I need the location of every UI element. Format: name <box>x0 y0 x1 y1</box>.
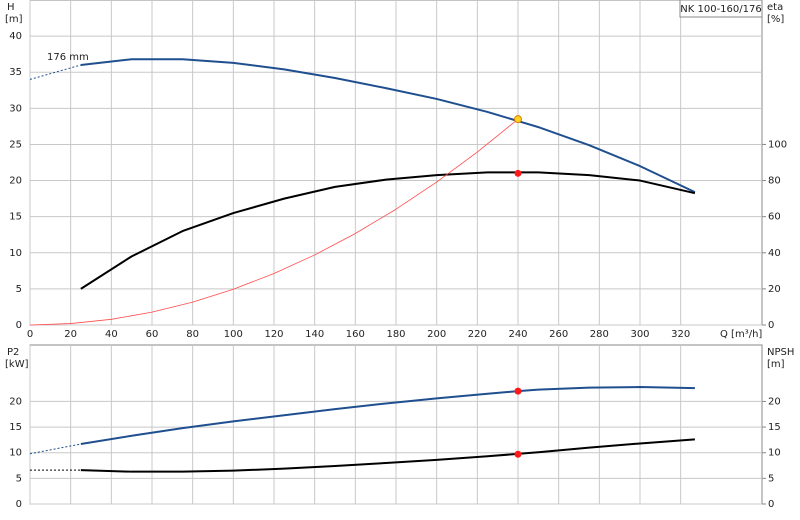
y2-tick-label: 40 <box>768 248 781 259</box>
duty-point <box>514 387 522 395</box>
y-tick-label: 35 <box>9 67 22 78</box>
duty-point <box>514 169 522 177</box>
y2-axis-label: eta <box>767 2 783 13</box>
x-axis-label: Q [m³/h] <box>720 329 762 340</box>
y2-tick-label: 5 <box>768 473 774 484</box>
y-tick-label: 0 <box>16 499 22 510</box>
y-tick-label: 15 <box>9 422 22 433</box>
x-tick-label: 320 <box>671 329 690 340</box>
x-tick-label: 60 <box>146 329 159 340</box>
y-axis-unit: [m] <box>5 14 23 25</box>
y2-axis-unit: [m] <box>767 359 785 370</box>
y-tick-label: 40 <box>9 31 22 42</box>
y2-axis-unit: [%] <box>767 14 784 25</box>
curve <box>80 58 696 194</box>
x-tick-label: 120 <box>264 329 283 340</box>
y-tick-label: 10 <box>9 448 22 459</box>
x-tick-label: 0 <box>27 329 33 340</box>
y2-tick-label: 0 <box>768 499 774 510</box>
y-tick-label: 10 <box>9 248 22 259</box>
curve <box>29 64 81 80</box>
x-tick-label: 100 <box>224 329 243 340</box>
y2-axis-label: NPSH <box>767 347 794 358</box>
duty-point <box>514 115 522 124</box>
title-box <box>679 0 763 18</box>
x-tick-label: 80 <box>186 329 199 340</box>
duty-point <box>514 450 522 458</box>
y-tick-label: 25 <box>9 139 22 150</box>
x-tick-label: 300 <box>630 329 649 340</box>
x-tick-label: 200 <box>427 329 446 340</box>
y2-tick-label: 15 <box>768 422 781 433</box>
x-tick-label: 20 <box>64 329 77 340</box>
x-tick-label: 260 <box>549 329 568 340</box>
curve <box>29 118 519 326</box>
y-axis-unit: [kW] <box>5 359 29 370</box>
y-axis-label: P2 <box>7 347 19 358</box>
curve <box>80 171 696 290</box>
chart-title: NK 100-160/176 <box>680 4 761 15</box>
y2-tick-label: 10 <box>768 448 781 459</box>
x-tick-label: 220 <box>468 329 487 340</box>
curve <box>80 386 695 445</box>
x-tick-label: 240 <box>508 329 527 340</box>
y-tick-label: 20 <box>9 396 22 407</box>
curve-annotation: 176 mm <box>47 52 89 63</box>
y-tick-label: 5 <box>16 284 22 295</box>
y-tick-label: 30 <box>9 103 22 114</box>
y-tick-label: 20 <box>9 176 22 187</box>
y-axis-label: H <box>7 2 15 13</box>
x-tick-label: 280 <box>590 329 609 340</box>
y-tick-label: 15 <box>9 212 22 223</box>
y-tick-label: 0 <box>16 320 22 331</box>
y2-tick-label: 80 <box>768 176 781 187</box>
x-tick-label: 180 <box>386 329 405 340</box>
y2-tick-label: 100 <box>768 139 787 150</box>
y2-tick-label: 20 <box>768 284 781 295</box>
x-tick-label: 40 <box>105 329 118 340</box>
curve <box>29 443 81 455</box>
y2-tick-label: 0 <box>768 320 774 331</box>
curve <box>80 438 695 473</box>
x-tick-label: 140 <box>305 329 324 340</box>
y2-tick-label: 20 <box>768 396 781 407</box>
y2-tick-label: 60 <box>768 212 781 223</box>
y-tick-label: 5 <box>16 473 22 484</box>
x-tick-label: 160 <box>346 329 365 340</box>
